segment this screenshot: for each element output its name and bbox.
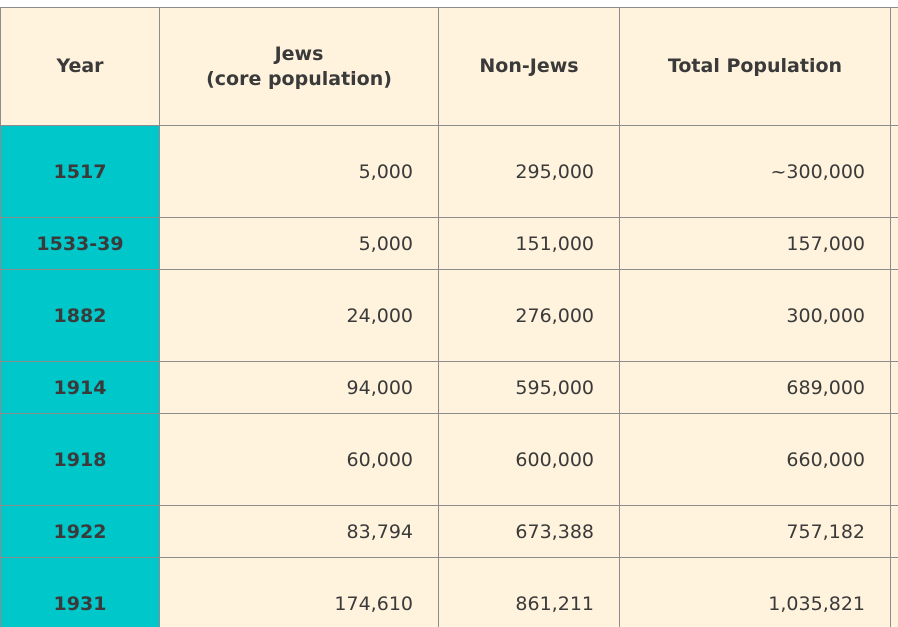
header-jews: Jews (core population) bbox=[159, 7, 439, 126]
total-cell: 689,000 bbox=[619, 361, 891, 414]
table-row: 1517 5,000 295,000 ~300,000 bbox=[0, 125, 898, 218]
non-jews-cell: 600,000 bbox=[438, 413, 620, 506]
header-jews-line2: (core population) bbox=[206, 67, 392, 90]
extra-cell bbox=[890, 557, 898, 627]
year-cell: 1517 bbox=[0, 125, 160, 218]
total-cell: 757,182 bbox=[619, 505, 891, 558]
year-cell: 1922 bbox=[0, 505, 160, 558]
non-jews-cell: 276,000 bbox=[438, 269, 620, 362]
year-cell: 1533-39 bbox=[0, 217, 160, 270]
extra-cell bbox=[890, 269, 898, 362]
jews-cell: 5,000 bbox=[159, 125, 439, 218]
non-jews-cell: 861,211 bbox=[438, 557, 620, 627]
table-header-row: Year Jews (core population) Non-Jews Tot… bbox=[0, 7, 898, 126]
year-cell: 1931 bbox=[0, 557, 160, 627]
jews-cell: 174,610 bbox=[159, 557, 439, 627]
table-row: 1931 174,610 861,211 1,035,821 bbox=[0, 557, 898, 627]
non-jews-cell: 295,000 bbox=[438, 125, 620, 218]
year-cell: 1882 bbox=[0, 269, 160, 362]
jews-cell: 94,000 bbox=[159, 361, 439, 414]
total-cell: 1,035,821 bbox=[619, 557, 891, 627]
year-cell: 1918 bbox=[0, 413, 160, 506]
extra-cell bbox=[890, 505, 898, 558]
extra-cell bbox=[890, 413, 898, 506]
non-jews-cell: 673,388 bbox=[438, 505, 620, 558]
population-table-container: Year Jews (core population) Non-Jews Tot… bbox=[0, 7, 898, 627]
total-cell: 300,000 bbox=[619, 269, 891, 362]
non-jews-cell: 151,000 bbox=[438, 217, 620, 270]
header-non-jews: Non-Jews bbox=[438, 7, 620, 126]
population-table: Year Jews (core population) Non-Jews Tot… bbox=[0, 7, 898, 627]
extra-cell bbox=[890, 361, 898, 414]
jews-cell: 24,000 bbox=[159, 269, 439, 362]
total-cell: 157,000 bbox=[619, 217, 891, 270]
total-cell: ~300,000 bbox=[619, 125, 891, 218]
header-year: Year bbox=[0, 7, 160, 126]
non-jews-cell: 595,000 bbox=[438, 361, 620, 414]
total-cell: 660,000 bbox=[619, 413, 891, 506]
jews-cell: 83,794 bbox=[159, 505, 439, 558]
jews-cell: 5,000 bbox=[159, 217, 439, 270]
table-row: 1918 60,000 600,000 660,000 bbox=[0, 413, 898, 506]
extra-cell bbox=[890, 125, 898, 218]
table-row: 1922 83,794 673,388 757,182 bbox=[0, 505, 898, 558]
header-total-population: Total Population bbox=[619, 7, 891, 126]
header-extra-column bbox=[890, 7, 898, 126]
extra-cell bbox=[890, 217, 898, 270]
table-row: 1533-39 5,000 151,000 157,000 bbox=[0, 217, 898, 270]
table-row: 1882 24,000 276,000 300,000 bbox=[0, 269, 898, 362]
jews-cell: 60,000 bbox=[159, 413, 439, 506]
year-cell: 1914 bbox=[0, 361, 160, 414]
table-row: 1914 94,000 595,000 689,000 bbox=[0, 361, 898, 414]
header-jews-line1: Jews bbox=[274, 42, 324, 65]
